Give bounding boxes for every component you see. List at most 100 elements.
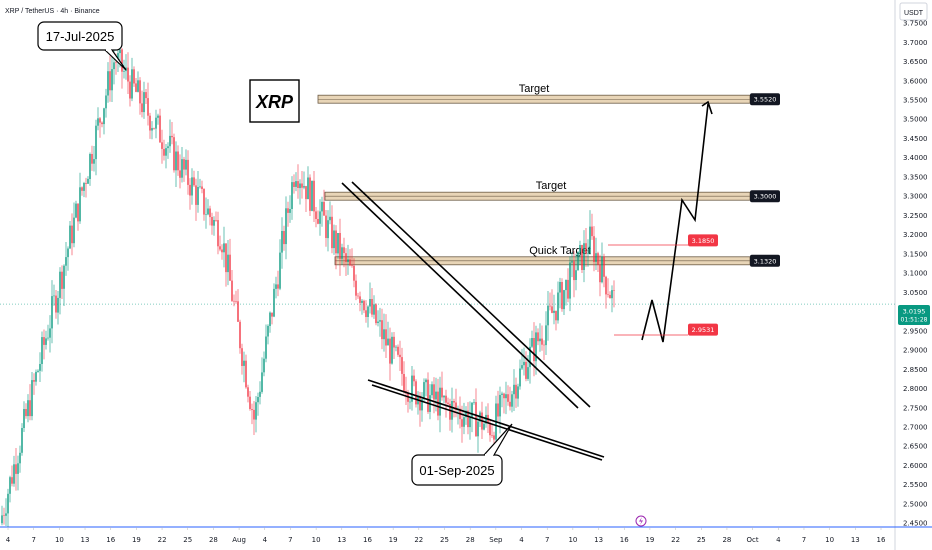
x-tick-label: 13 <box>337 536 346 544</box>
candle-body <box>19 452 21 464</box>
candle-body <box>339 233 341 259</box>
candle-body <box>501 393 503 395</box>
candle-body <box>35 371 37 382</box>
candle-body <box>91 154 93 164</box>
currency-box[interactable] <box>899 2 928 21</box>
candle-body <box>199 186 201 188</box>
x-tick-label: 22 <box>158 536 167 544</box>
candle-body <box>363 300 365 311</box>
candle-body <box>121 49 123 72</box>
candle-body <box>173 137 175 171</box>
candle-body <box>595 253 597 262</box>
price-label-text: 3.3000 <box>754 193 777 201</box>
candle-body <box>609 294 611 299</box>
candle-body <box>581 245 583 270</box>
x-tick-label: 7 <box>288 536 292 544</box>
candle-body <box>273 288 275 317</box>
candle-body <box>317 219 319 224</box>
candle-body <box>217 220 219 247</box>
price-label-badge <box>750 93 780 106</box>
candle-body <box>53 295 55 297</box>
candle-body <box>611 290 613 299</box>
x-tick-label: 16 <box>363 536 372 544</box>
candle-body <box>233 300 235 302</box>
candle-body <box>345 253 347 262</box>
candle-body <box>15 464 17 474</box>
y-tick-label: 2.5500 <box>903 481 928 489</box>
candle-body <box>521 365 523 369</box>
candle-body <box>141 103 143 113</box>
candle-body <box>281 231 283 253</box>
candle-body <box>449 403 451 420</box>
candle-body <box>31 380 33 417</box>
candle-body <box>499 394 501 417</box>
candle-body <box>577 251 579 271</box>
candle-body <box>113 62 115 70</box>
candle-body <box>415 381 417 405</box>
candle-body <box>55 295 57 313</box>
price-badges: 3.5520 3.3000 3.1320 3.1850 2.9531 <box>688 93 780 336</box>
candle-body <box>177 151 179 171</box>
target-zones: Target Target Quick Target <box>317 83 751 266</box>
candle-body <box>435 391 437 400</box>
candle-body <box>471 402 473 418</box>
y-tick-label: 3.5500 <box>903 97 928 105</box>
candle-body <box>241 348 243 366</box>
candle-body <box>613 290 615 291</box>
candle-body <box>325 215 327 238</box>
candle-body <box>191 177 193 196</box>
y-tick-label: 3.2500 <box>903 212 928 220</box>
candle-body <box>469 417 471 428</box>
candle-body <box>147 98 149 116</box>
candle-body <box>605 276 607 295</box>
x-tick-label: 4 <box>776 536 781 544</box>
candle-body <box>11 477 13 484</box>
y-tick-label: 3.4500 <box>903 135 928 143</box>
y-tick-label: 3.7500 <box>903 20 928 28</box>
candle-body <box>337 233 339 254</box>
candle-body <box>135 83 137 92</box>
candle-body <box>297 181 299 188</box>
candle-body <box>289 209 291 213</box>
candle-body <box>43 337 45 345</box>
candle-body <box>543 344 545 346</box>
candle-body <box>219 246 221 250</box>
candle-body <box>291 182 293 209</box>
candle-body <box>525 361 527 379</box>
y-tick-label: 3.3000 <box>903 193 928 201</box>
candle-body <box>255 402 257 420</box>
candle-body <box>447 402 449 404</box>
candle-body <box>271 312 273 317</box>
candle-body <box>257 397 259 403</box>
x-tick-label: Oct <box>747 536 759 544</box>
candle-body <box>235 301 237 302</box>
candle-body <box>573 261 575 281</box>
candle-body <box>13 464 15 484</box>
candle-body <box>223 243 225 253</box>
candle-body <box>265 336 267 359</box>
price-label-badge <box>750 190 780 203</box>
price-label-text: 3.1850 <box>692 237 715 245</box>
y-tick-label: 3.4000 <box>903 154 928 162</box>
candle-body <box>307 177 309 200</box>
x-tick-label: 28 <box>209 536 218 544</box>
lightning-glyph <box>639 517 643 525</box>
candle-body <box>139 80 141 104</box>
y-tick-label: 2.4500 <box>903 520 928 528</box>
candle-body <box>315 211 317 219</box>
candle-body <box>593 236 595 262</box>
candle-body <box>89 154 91 179</box>
candle-body <box>311 180 313 211</box>
y-tick-label: 3.1500 <box>903 250 928 258</box>
candle-body <box>579 245 581 252</box>
x-tick-label: 19 <box>132 536 141 544</box>
candle-body <box>77 203 79 222</box>
candle-body <box>207 208 209 215</box>
y-axis: 3.7500 3.7000 3.6500 3.6000 3.5500 3.5000 3.45… <box>903 20 928 528</box>
candle-body <box>231 280 233 301</box>
x-tick-label: 13 <box>851 536 860 544</box>
candle-body <box>277 284 279 289</box>
candle-body <box>51 296 53 329</box>
candle-body <box>335 230 337 254</box>
